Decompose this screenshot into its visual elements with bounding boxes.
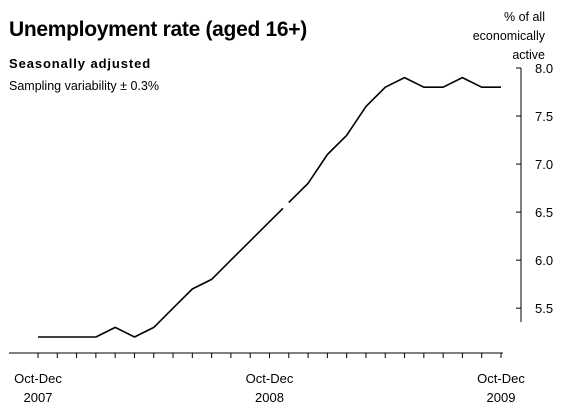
chart-subtitle: Seasonally adjusted (9, 56, 152, 71)
y-tick-label: 6.0 (535, 253, 553, 268)
x-tick-label-year: 2008 (255, 390, 284, 405)
x-tick-label-year: 2009 (487, 390, 516, 405)
chart-title: Unemployment rate (aged 16+) (9, 18, 307, 41)
y-tick-label: 7.0 (535, 157, 553, 172)
x-tick-label: Oct-Dec (14, 371, 62, 386)
x-tick-label-year: 2007 (24, 390, 53, 405)
y-axis-unit-line-2: economically (472, 29, 545, 43)
sampling-variability-note: Sampling variability ± 0.3% (9, 79, 159, 93)
y-tick-label: 5.5 (535, 301, 553, 316)
x-tick-label: Oct-Dec (477, 371, 525, 386)
y-tick-label: 8.0 (535, 61, 553, 76)
y-tick-label: 7.5 (535, 109, 553, 124)
x-tick-label: Oct-Dec (246, 371, 294, 386)
unemployment-rate-series-line (288, 76, 501, 204)
y-axis-unit-line-3: active (512, 48, 545, 62)
y-axis-unit-label: % of all economically active (425, 8, 545, 65)
y-tick-label: 6.5 (535, 205, 553, 220)
y-axis-unit-line-1: % of all (504, 10, 545, 24)
unemployment-rate-series-line (38, 207, 284, 338)
